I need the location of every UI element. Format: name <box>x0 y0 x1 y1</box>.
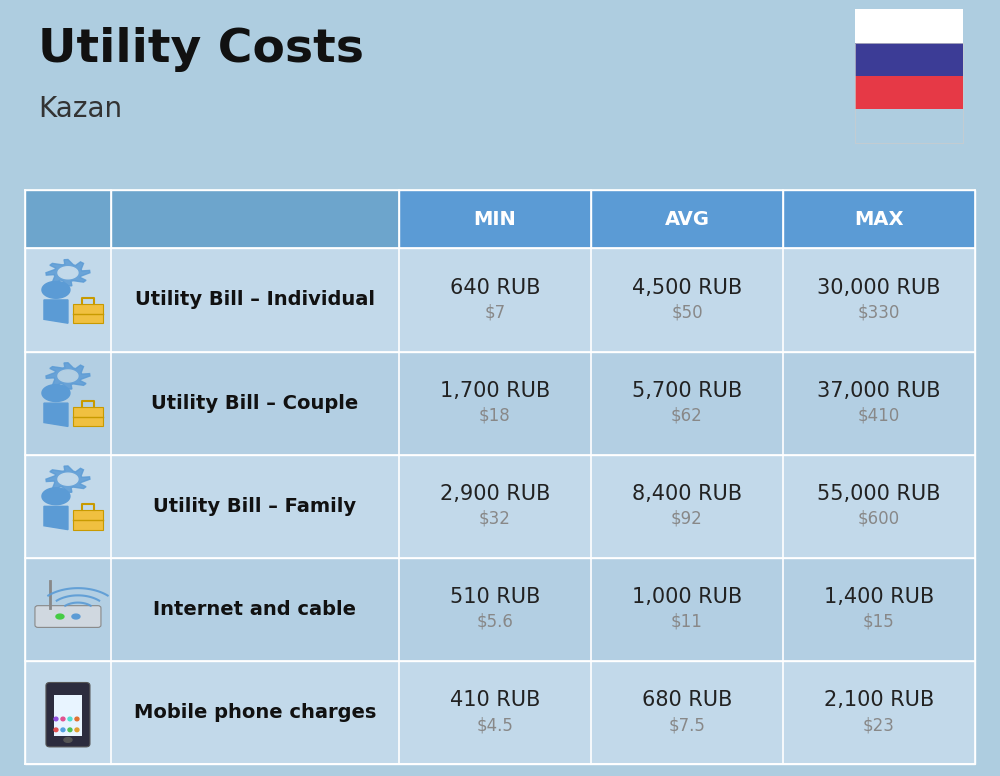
Polygon shape <box>42 488 70 504</box>
Text: $92: $92 <box>671 510 703 528</box>
Polygon shape <box>54 728 58 732</box>
Text: 4,500 RUB: 4,500 RUB <box>632 278 742 297</box>
Text: $50: $50 <box>671 303 703 321</box>
Text: Utility Bill – Couple: Utility Bill – Couple <box>151 393 359 413</box>
FancyBboxPatch shape <box>111 190 399 248</box>
Text: 5,700 RUB: 5,700 RUB <box>632 381 742 400</box>
Polygon shape <box>75 728 79 732</box>
FancyBboxPatch shape <box>25 558 975 661</box>
Polygon shape <box>61 728 65 732</box>
FancyBboxPatch shape <box>855 9 963 43</box>
FancyBboxPatch shape <box>46 683 90 747</box>
Polygon shape <box>54 717 58 721</box>
Text: 30,000 RUB: 30,000 RUB <box>817 278 941 297</box>
FancyBboxPatch shape <box>25 455 975 558</box>
Text: 640 RUB: 640 RUB <box>450 278 540 297</box>
Polygon shape <box>42 385 70 401</box>
Text: 55,000 RUB: 55,000 RUB <box>817 484 941 504</box>
Polygon shape <box>44 300 68 323</box>
FancyBboxPatch shape <box>73 407 103 427</box>
FancyBboxPatch shape <box>25 248 975 352</box>
Polygon shape <box>61 717 65 721</box>
FancyBboxPatch shape <box>54 695 82 736</box>
Text: $410: $410 <box>858 407 900 424</box>
Text: $7: $7 <box>484 303 506 321</box>
Text: 510 RUB: 510 RUB <box>450 587 540 607</box>
Polygon shape <box>46 466 90 493</box>
FancyBboxPatch shape <box>591 190 783 248</box>
Text: 1,000 RUB: 1,000 RUB <box>632 587 742 607</box>
Text: 37,000 RUB: 37,000 RUB <box>817 381 941 400</box>
Text: Utility Bill – Individual: Utility Bill – Individual <box>135 290 375 310</box>
Polygon shape <box>75 717 79 721</box>
Polygon shape <box>46 259 90 286</box>
Text: 1,700 RUB: 1,700 RUB <box>440 381 550 400</box>
FancyBboxPatch shape <box>73 303 103 323</box>
Text: $32: $32 <box>479 510 511 528</box>
Polygon shape <box>44 404 68 427</box>
Polygon shape <box>58 370 78 382</box>
FancyBboxPatch shape <box>25 352 975 455</box>
Text: AVG: AVG <box>664 210 709 229</box>
Text: 8,400 RUB: 8,400 RUB <box>632 484 742 504</box>
Polygon shape <box>58 267 78 279</box>
Polygon shape <box>64 737 72 743</box>
Text: $330: $330 <box>858 303 900 321</box>
Polygon shape <box>42 282 70 298</box>
FancyBboxPatch shape <box>25 661 975 764</box>
Text: Utility Costs: Utility Costs <box>38 27 364 72</box>
Text: $5.6: $5.6 <box>477 613 513 631</box>
Text: Kazan: Kazan <box>38 95 122 123</box>
Text: $4.5: $4.5 <box>477 716 513 734</box>
Text: MIN: MIN <box>474 210 516 229</box>
Text: 2,100 RUB: 2,100 RUB <box>824 691 934 710</box>
FancyBboxPatch shape <box>783 190 975 248</box>
Text: $600: $600 <box>858 510 900 528</box>
FancyBboxPatch shape <box>35 605 101 627</box>
Text: Utility Bill – Family: Utility Bill – Family <box>153 497 356 516</box>
Text: Mobile phone charges: Mobile phone charges <box>134 703 376 722</box>
Polygon shape <box>46 362 90 390</box>
Text: $18: $18 <box>479 407 511 424</box>
Text: 2,900 RUB: 2,900 RUB <box>440 484 550 504</box>
Polygon shape <box>68 717 72 721</box>
Text: Internet and cable: Internet and cable <box>153 600 356 619</box>
Text: $7.5: $7.5 <box>669 716 705 734</box>
Polygon shape <box>44 506 68 529</box>
Polygon shape <box>72 614 80 619</box>
Text: 680 RUB: 680 RUB <box>642 691 732 710</box>
Text: MAX: MAX <box>854 210 904 229</box>
FancyBboxPatch shape <box>25 190 111 248</box>
FancyBboxPatch shape <box>73 511 103 529</box>
FancyBboxPatch shape <box>399 190 591 248</box>
Polygon shape <box>68 728 72 732</box>
FancyBboxPatch shape <box>855 43 963 76</box>
Text: 1,400 RUB: 1,400 RUB <box>824 587 934 607</box>
FancyBboxPatch shape <box>855 76 963 109</box>
Text: $23: $23 <box>863 716 895 734</box>
Polygon shape <box>56 614 64 619</box>
Text: $15: $15 <box>863 613 895 631</box>
Text: $62: $62 <box>671 407 703 424</box>
Text: $11: $11 <box>671 613 703 631</box>
Text: 410 RUB: 410 RUB <box>450 691 540 710</box>
Polygon shape <box>58 473 78 485</box>
